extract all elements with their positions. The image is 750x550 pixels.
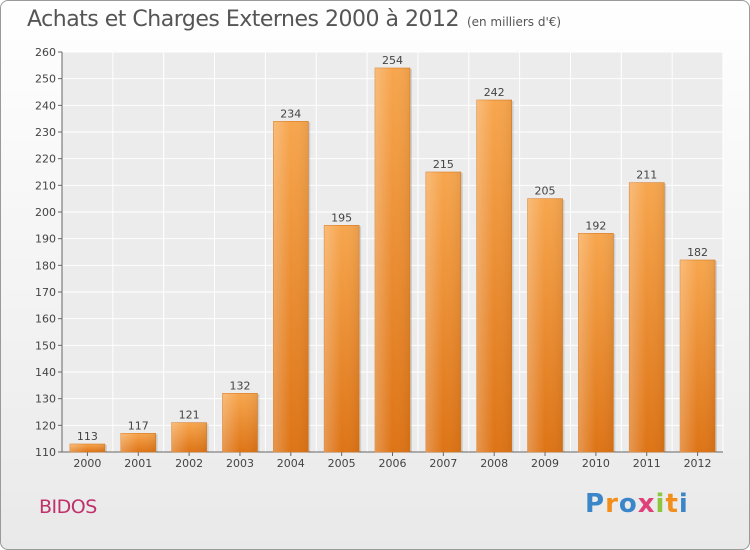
- y-tick-label: 260: [35, 46, 56, 59]
- x-tick-label: 2001: [124, 457, 152, 470]
- data-label: 211: [636, 169, 657, 182]
- y-tick-label: 120: [35, 419, 56, 432]
- bar-highlight: [273, 121, 309, 452]
- chart-subtitle: (en milliers d'€): [466, 15, 562, 29]
- y-tick-label: 210: [35, 179, 56, 192]
- logo-letter: P: [585, 489, 606, 519]
- bar-highlight: [527, 198, 563, 452]
- bars: [69, 67, 718, 453]
- bar-highlight: [375, 68, 410, 452]
- y-tick-label: 190: [35, 233, 56, 246]
- bar-highlight: [120, 433, 156, 452]
- logo-letter: o: [618, 489, 638, 519]
- data-label: 254: [382, 54, 403, 67]
- data-label: 132: [229, 379, 250, 392]
- y-tick-label: 150: [35, 339, 56, 352]
- bar-highlight: [69, 444, 105, 452]
- bar-highlight: [171, 422, 207, 452]
- y-tick-label: 250: [35, 73, 56, 86]
- data-label: 121: [179, 409, 200, 422]
- bar-highlight: [476, 100, 512, 452]
- y-tick-label: 180: [35, 259, 56, 272]
- data-label: 113: [77, 430, 98, 443]
- data-label: 242: [484, 86, 505, 99]
- labels: 110 120 130 140 150 160 170 180 190 200 210 220 230 2…: [35, 46, 712, 470]
- x-tick-label: 2007: [429, 457, 457, 470]
- y-tick-label: 110: [35, 446, 56, 459]
- x-tick-label: 2010: [582, 457, 610, 470]
- x-tick-label: 2000: [73, 457, 101, 470]
- y-tick-label: 140: [35, 366, 56, 379]
- chart-title: Achats et Charges Externes 2000 à 2012 (e…: [27, 7, 561, 32]
- y-tick-label: 170: [35, 286, 56, 299]
- bar-highlight: [578, 233, 614, 452]
- logo-letter: i: [678, 489, 689, 519]
- data-label: 182: [687, 246, 708, 259]
- x-tick-label: 2005: [328, 457, 356, 470]
- data-label: 195: [331, 211, 352, 224]
- x-tick-label: 2003: [226, 457, 254, 470]
- logo-letter: i: [655, 489, 666, 519]
- data-label: 215: [433, 158, 454, 171]
- data-label: 205: [535, 185, 556, 198]
- bar-highlight: [680, 260, 716, 452]
- bar-highlight: [629, 182, 665, 452]
- y-tick-label: 130: [35, 393, 56, 406]
- data-label: 117: [128, 419, 149, 432]
- y-tick-label: 240: [35, 99, 56, 112]
- bar-highlight: [324, 225, 360, 452]
- x-tick-label: 2012: [684, 457, 712, 470]
- logo-letter: r: [605, 489, 619, 519]
- data-label: 234: [280, 107, 301, 120]
- x-tick-label: 2002: [175, 457, 203, 470]
- data-label: 192: [585, 219, 606, 232]
- y-tick-label: 160: [35, 313, 56, 326]
- x-tick-label: 2011: [633, 457, 661, 470]
- x-tick-label: 2008: [480, 457, 508, 470]
- y-tick-label: 220: [35, 153, 56, 166]
- chart-title-text: Achats et Charges Externes 2000 à 2012: [27, 7, 459, 32]
- y-tick-label: 200: [35, 206, 56, 219]
- x-tick-label: 2004: [277, 457, 305, 470]
- x-tick-label: 2009: [531, 457, 559, 470]
- logo-letter: x: [637, 489, 656, 519]
- location-label: BIDOS: [39, 496, 97, 518]
- bar-highlight: [425, 172, 461, 452]
- logo-letter: t: [665, 489, 679, 519]
- proxiti-logo: Proxiti: [585, 489, 689, 519]
- x-tick-label: 2006: [379, 457, 407, 470]
- y-tick-label: 230: [35, 126, 56, 139]
- bar-highlight: [222, 393, 258, 452]
